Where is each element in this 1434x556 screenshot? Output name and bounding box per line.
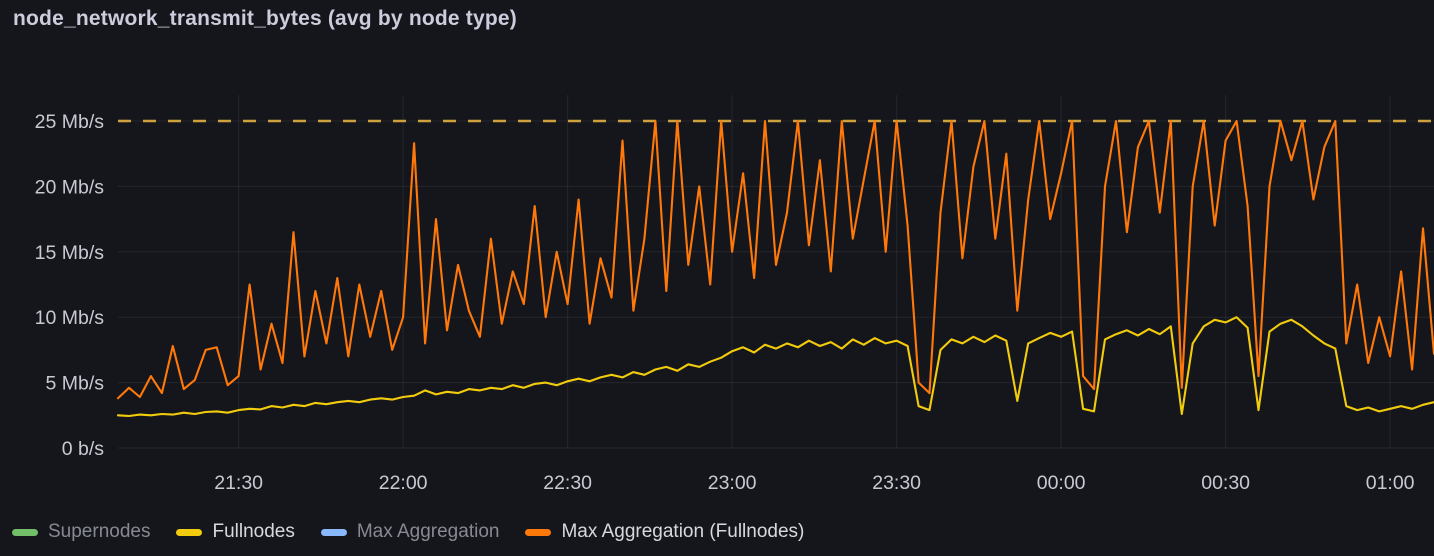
legend-color-pill-max-aggregation: [320, 528, 347, 536]
legend: Supernodes Fullnodes Max Aggregation Max Ag…: [12, 517, 804, 547]
legend-item-fullnodes[interactable]: Fullnodes: [176, 517, 295, 547]
legend-color-pill-max-aggregation-fullnodes: [525, 528, 552, 536]
x-tick-label: 01:00: [1366, 472, 1415, 494]
legend-item-max-aggregation-fullnodes[interactable]: Max Aggregation (Fullnodes): [525, 517, 804, 547]
x-tick-label: 23:30: [872, 472, 921, 494]
legend-label-supernodes: Supernodes: [48, 521, 151, 542]
x-tick-label: 00:00: [1037, 472, 1086, 494]
legend-label-max-aggregation: Max Aggregation: [356, 521, 500, 542]
x-tick-label: 00:30: [1201, 472, 1250, 494]
series-line-fullnodes: [116, 316, 1434, 418]
y-tick-label: 25 Mb/s: [35, 111, 105, 133]
x-tick-label: 23:00: [708, 472, 757, 494]
legend-item-supernodes[interactable]: Supernodes: [12, 517, 150, 547]
y-tick-label: 10 Mb/s: [35, 307, 105, 329]
panel-title[interactable]: node_network_transmit_bytes (avg by node…: [13, 7, 517, 30]
x-tick-label: 22:30: [543, 472, 592, 494]
legend-label-max-aggregation-fullnodes: Max Aggregation (Fullnodes): [561, 521, 805, 542]
y-tick-label: 20 Mb/s: [35, 176, 105, 198]
x-tick-label: 22:00: [379, 472, 428, 494]
y-tick-label: 15 Mb/s: [35, 242, 105, 264]
legend-color-pill-supernodes: [12, 528, 38, 536]
y-tick-label: 0 b/s: [62, 438, 105, 460]
x-tick-label: 21:30: [214, 472, 263, 494]
legend-label-fullnodes: Fullnodes: [212, 521, 295, 542]
legend-color-pill-fullnodes: [176, 528, 203, 536]
series-line-max-aggregation-fullnodes: [116, 119, 1434, 400]
legend-item-max-aggregation[interactable]: Max Aggregation: [320, 517, 500, 547]
y-tick-label: 5 Mb/s: [45, 373, 104, 395]
